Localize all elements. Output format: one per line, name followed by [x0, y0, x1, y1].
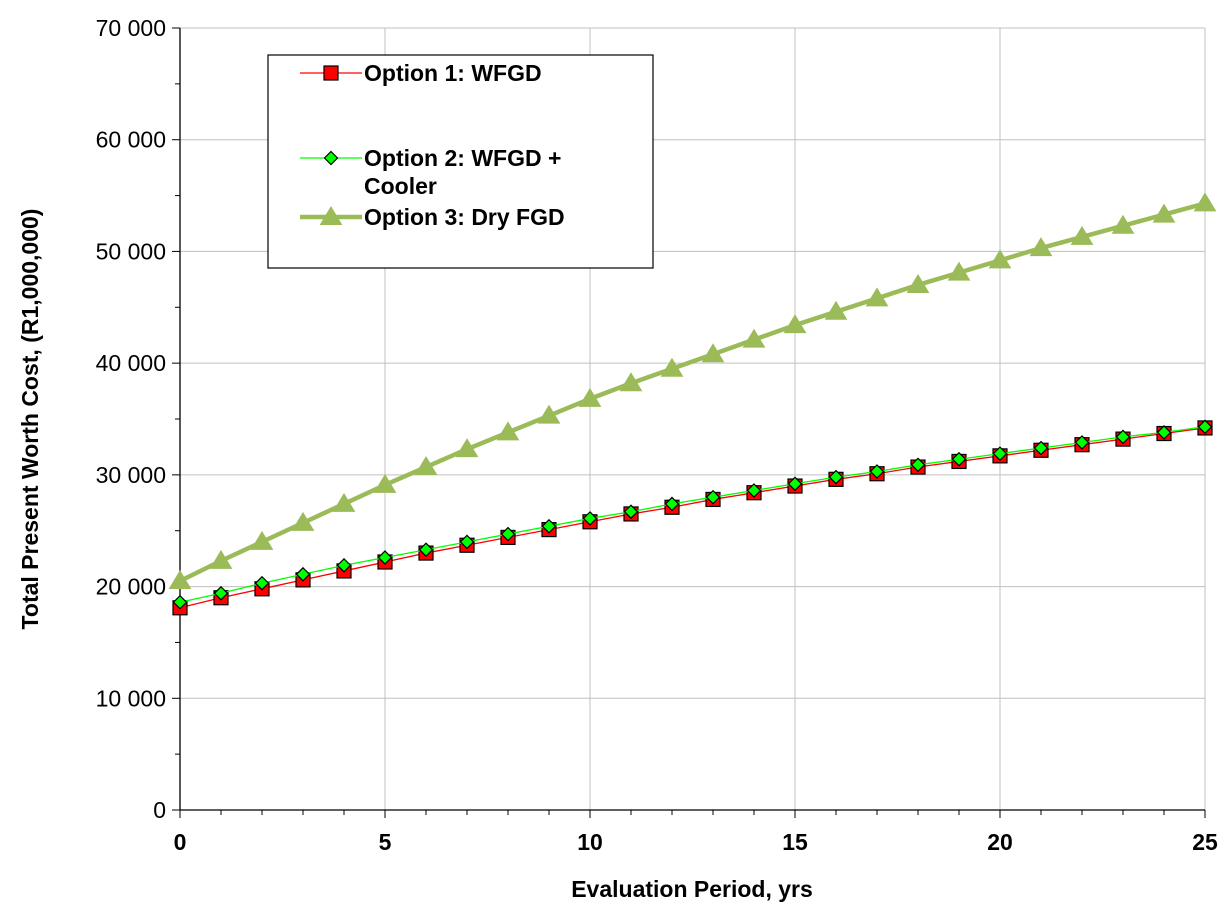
- series-layer: [168, 192, 1217, 616]
- triangle-marker: [319, 206, 343, 225]
- triangle-marker: [865, 287, 889, 307]
- triangle-marker: [537, 404, 561, 424]
- diamond-marker: [500, 526, 516, 542]
- y-tick-label: 50 000: [96, 238, 166, 264]
- triangle-marker: [619, 372, 643, 392]
- diamond-marker: [746, 483, 762, 498]
- diamond-marker: [951, 451, 967, 467]
- diamond-marker: [1156, 425, 1172, 440]
- triangle-marker: [496, 421, 520, 441]
- diamond-marker: [1115, 429, 1131, 445]
- x-tick-label: 10: [577, 829, 603, 855]
- triangle-marker: [742, 328, 766, 348]
- diamond-marker: [459, 534, 475, 550]
- diamond-marker: [828, 469, 844, 485]
- diamond-marker: [869, 464, 885, 479]
- triangle-marker: [947, 261, 971, 281]
- triangle-marker: [783, 314, 807, 334]
- triangle-marker: [373, 473, 397, 493]
- x-tick-label: 0: [174, 829, 187, 855]
- x-axis-title: Evaluation Period, yrs: [571, 876, 813, 902]
- triangle-marker: [291, 511, 315, 531]
- y-axis-title: Total Present Worth Cost, (R1,000,000): [17, 209, 43, 630]
- legend-label: Option 2: WFGD +: [364, 145, 561, 171]
- triangle-marker: [1029, 237, 1053, 257]
- series-3: [168, 192, 1217, 589]
- triangle-marker: [250, 530, 274, 550]
- series-2: [172, 419, 1213, 610]
- triangle-marker: [701, 343, 725, 363]
- triangle-marker: [578, 387, 602, 407]
- diamond-marker: [582, 511, 598, 526]
- diamond-marker: [623, 504, 639, 520]
- diamond-marker: [377, 550, 393, 565]
- diamond-marker: [254, 575, 270, 591]
- triangle-marker: [209, 549, 233, 569]
- triangle-marker: [824, 300, 848, 320]
- triangle-marker: [660, 357, 684, 377]
- legend-label: Option 3: Dry FGD: [364, 204, 565, 230]
- x-tick-label: 15: [782, 829, 808, 855]
- legend-entry-2: Option 2: WFGD +Cooler: [300, 145, 561, 199]
- diamond-marker: [1197, 419, 1213, 435]
- y-tick-label: 60 000: [96, 127, 166, 153]
- y-tick-label: 0: [153, 797, 166, 823]
- y-tick-label: 20 000: [96, 574, 166, 600]
- diamond-marker: [787, 476, 803, 492]
- legend-label: Option 1: WFGD: [364, 60, 542, 86]
- series-line: [179, 426, 1206, 603]
- triangle-marker: [1193, 192, 1217, 212]
- x-tick-label: 20: [987, 829, 1013, 855]
- legend-entry-1: Option 1: WFGD: [300, 60, 542, 86]
- diamond-marker: [910, 457, 926, 473]
- legend-entry-3: Option 3: Dry FGD: [300, 204, 565, 230]
- diamond-marker: [992, 446, 1008, 461]
- diamond-marker: [295, 566, 311, 582]
- triangle-marker: [988, 249, 1012, 269]
- triangle-marker: [168, 570, 192, 589]
- axes: [172, 27, 1206, 818]
- diamond-marker: [1074, 435, 1090, 450]
- y-tick-label: 30 000: [96, 462, 166, 488]
- triangle-marker: [1070, 225, 1094, 245]
- diamond-marker: [705, 489, 721, 505]
- diamond-marker: [172, 594, 188, 610]
- diamond-marker: [1033, 440, 1049, 456]
- triangle-marker: [414, 456, 438, 476]
- y-tick-label: 70 000: [96, 15, 166, 41]
- legend-label: Cooler: [364, 173, 437, 199]
- diamond-marker: [418, 542, 434, 558]
- triangle-marker: [1111, 214, 1135, 234]
- triangle-marker: [455, 438, 479, 458]
- triangle-marker: [906, 273, 930, 293]
- triangle-marker: [332, 492, 356, 512]
- triangle-marker: [1152, 203, 1176, 223]
- diamond-marker: [213, 585, 229, 601]
- y-tick-label: 10 000: [96, 685, 166, 711]
- y-tick-label: 40 000: [96, 350, 166, 376]
- diamond-marker: [323, 150, 339, 166]
- x-tick-label: 5: [379, 829, 392, 855]
- diamond-marker: [336, 557, 352, 573]
- diamond-marker: [664, 496, 680, 512]
- diamond-marker: [541, 518, 557, 534]
- square-marker: [323, 65, 339, 81]
- tick-labels: 0 10 000 20 000 30 000 40 000 50 000 60 000 70 …: [96, 15, 1218, 855]
- x-tick-label: 25: [1192, 829, 1218, 855]
